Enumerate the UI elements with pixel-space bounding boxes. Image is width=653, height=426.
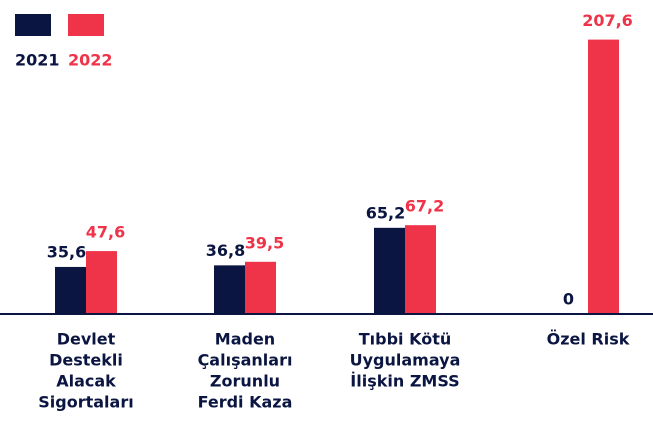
x-tick-label: Maden [215,330,275,349]
bar [405,225,436,314]
x-tick-label: Zorunlu [210,372,280,391]
data-label: 65,2 [366,203,405,222]
x-tick-label: Devlet [57,330,116,349]
x-tick-label: Destekli [49,351,123,370]
bar [214,265,245,314]
x-tick-label: Ferdi Kaza [198,393,293,412]
x-tick-label: Özel Risk [547,330,630,349]
data-label: 39,5 [245,233,284,252]
data-label: 36,8 [206,241,245,260]
legend-label: 2021 [15,51,60,70]
legend-label: 2022 [68,51,113,70]
bar [86,251,117,314]
x-tick-label: İlişkin ZMSS [350,372,459,391]
x-tick-label: Alacak [56,372,116,391]
data-label: 0 [563,290,574,309]
bar [374,227,405,314]
x-tick-label: Sigortaları [38,393,133,412]
bar [55,266,86,314]
legend-swatch [15,14,51,36]
bar [245,261,276,314]
data-label: 35,6 [47,242,86,261]
bar [588,39,619,314]
x-tick-label: Tıbbi Kötü [359,330,452,349]
x-tick-label: Çalışanları [198,351,293,370]
data-label: 47,6 [86,223,125,242]
legend-swatch [68,14,104,36]
data-label: 67,2 [405,197,444,216]
data-label: 207,6 [582,11,633,30]
x-tick-label: Uygulamaya [350,351,461,370]
